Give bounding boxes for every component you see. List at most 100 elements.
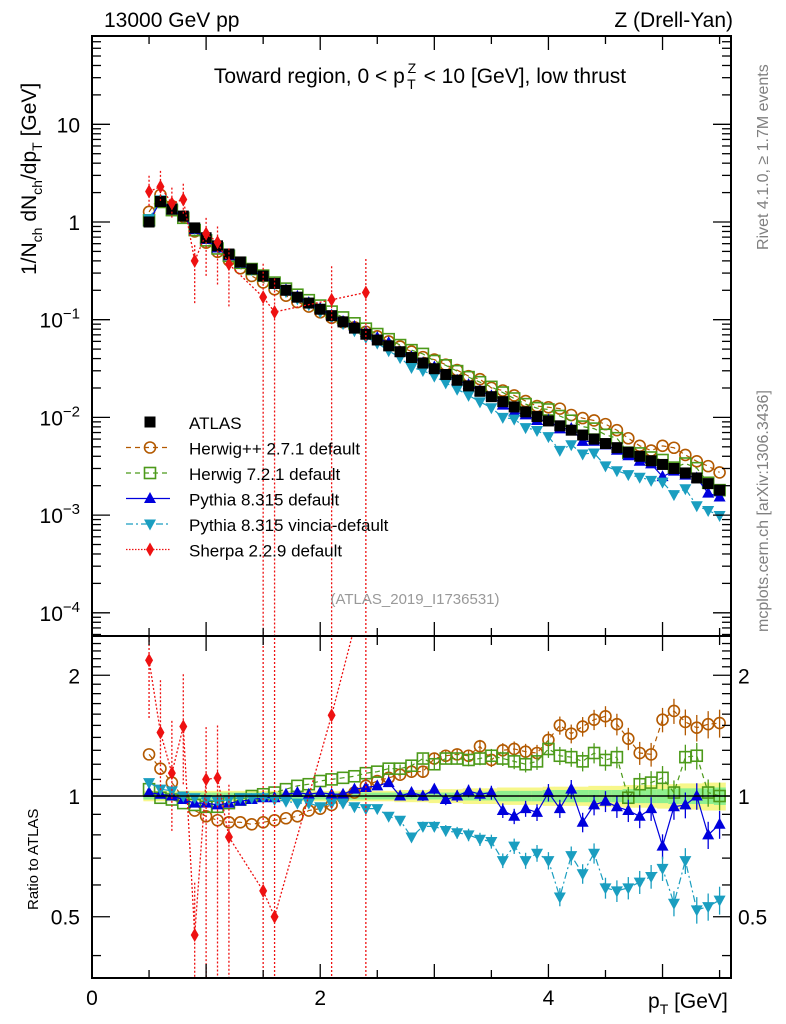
atlas-point [303, 297, 315, 309]
vincia-ratio-point [702, 902, 715, 914]
vincia-main-point [656, 477, 669, 489]
pythia-main-point [702, 486, 715, 498]
pythia-ratio-point [291, 786, 304, 798]
sherpa-main-point [213, 235, 222, 250]
atlas-point [668, 462, 680, 474]
y-tick-label-main: 10−1 [40, 306, 80, 333]
pythia-ratio-point [496, 804, 509, 816]
pythia-ratio-point [531, 805, 544, 817]
pythia-ratio-point [416, 789, 429, 801]
herwigpp-main-point [439, 358, 453, 371]
pythia-ratio-point [622, 804, 635, 816]
vincia-main-point [702, 506, 715, 518]
axes: 0 2 4 10 1 10−1 10−2 10−3 10−4 0.5 0.5 1 1 2 2 [40, 36, 767, 1010]
pythia-main-point [713, 490, 726, 502]
legend-label-herwig7: Herwig 7.2.1 default [189, 465, 340, 484]
pythia-ratio-point [610, 800, 623, 812]
vincia-main-point [531, 425, 544, 437]
herwigpp-ratio-point [245, 818, 259, 831]
atlas-point [280, 284, 292, 296]
pythia-ratio-point [394, 789, 407, 801]
vincia-ratio-point [279, 796, 292, 808]
atlas-point [531, 411, 543, 423]
atlas-point [383, 340, 395, 352]
herwigpp-ratio-point [713, 716, 726, 730]
vincia-ratio-point [462, 830, 475, 842]
atlas-point [645, 455, 657, 467]
atlas-point [474, 385, 486, 397]
y-tick-label-ratio-right: 1 [738, 786, 750, 809]
sherpa-main-point [190, 253, 199, 268]
sherpa-ratio-point [270, 909, 279, 924]
sherpa-ratio-point [179, 719, 188, 734]
vincia-ratio-point [291, 798, 304, 810]
vincia-main-point [576, 449, 589, 461]
vincia-ratio-point [222, 795, 235, 807]
vincia-ratio-point [610, 886, 623, 898]
sherpa-ratio-point [213, 770, 222, 785]
sherpa-main-point [167, 196, 176, 211]
pythia-ratio-point [405, 786, 418, 798]
vincia-ratio-point [439, 826, 452, 838]
legend-marker-atlas [144, 416, 156, 428]
vincia-ratio-point [588, 848, 601, 860]
atlas-point [577, 429, 589, 441]
herwig7-ratio-point [576, 755, 589, 768]
vincia-ratio-point [633, 877, 646, 889]
y-tick-label-ratio-right: 2 [738, 665, 750, 688]
y-tick-label-main: 10−4 [40, 599, 80, 626]
herwigpp-main-point [599, 417, 612, 431]
sherpa-ratio-point [224, 830, 233, 845]
vincia-main-point [690, 501, 703, 513]
sherpa-ratio-point [259, 883, 268, 898]
sherpa-ratio-point [156, 725, 165, 740]
vincia-ratio-point [519, 856, 532, 868]
vincia-main-point [553, 445, 566, 457]
pythia-ratio-point [428, 782, 441, 794]
herwigpp-ratio-point [473, 740, 487, 753]
pythia-ratio-point [542, 786, 555, 798]
pythia-ratio-point [439, 793, 452, 805]
pythia-ratio-point [143, 786, 156, 798]
atlas-point [599, 438, 611, 450]
x-axis-label: pT [GeV] [648, 990, 728, 1017]
x-tick-label: 2 [314, 987, 326, 1010]
herwig7-ratio-point [610, 750, 624, 764]
vincia-ratio-point [314, 802, 327, 814]
vincia-main-point [416, 365, 429, 377]
pythia-ratio-point [553, 802, 566, 814]
vincia-ratio-point [165, 786, 178, 798]
atlas-point [691, 472, 703, 484]
atlas-point [154, 196, 166, 208]
atlas-point [485, 391, 497, 403]
vincia-ratio-point [645, 871, 658, 883]
herwigpp-main-point [473, 372, 487, 386]
vincia-ratio-point [553, 892, 566, 904]
y-tick-label-ratio-left: 0.5 [51, 907, 80, 930]
legend-label-pythia: Pythia 8.315 default [189, 491, 340, 510]
pythia-ratio-point [599, 794, 612, 806]
title-part-1: Toward region, 0 < p [214, 65, 405, 88]
title-part-2: < 10 [GeV], low thrust [418, 65, 627, 88]
pythia-ratio-point [679, 798, 692, 810]
atlas-point [143, 216, 155, 228]
atlas-point [337, 316, 349, 328]
vincia-main-point [508, 414, 521, 426]
vincia-ratio-point [143, 778, 156, 790]
vincia-ratio-point [622, 883, 635, 895]
vincia-ratio-point [451, 828, 464, 840]
main-y-axis-label: 1/Nch dNch/dpT [GeV] [18, 83, 45, 275]
pythia-ratio-point [451, 789, 464, 801]
pythia-ratio-point [576, 815, 589, 827]
herwigpp-main-point [644, 444, 658, 457]
header-left: 13000 GeV pp [104, 9, 239, 32]
legend-marker-herwig7 [143, 466, 157, 480]
atlas-point [246, 263, 258, 275]
legend-label-herwigpp: Herwig++ 2.7.1 default [189, 440, 360, 459]
header-right: Z (Drell-Yan) [614, 9, 733, 32]
vincia-main-point [542, 432, 555, 444]
pythia-ratio-point [565, 782, 578, 794]
herwigpp-main-point [713, 466, 726, 479]
herwigpp-ratio-point [199, 809, 213, 823]
sherpa-main-point [361, 285, 370, 300]
